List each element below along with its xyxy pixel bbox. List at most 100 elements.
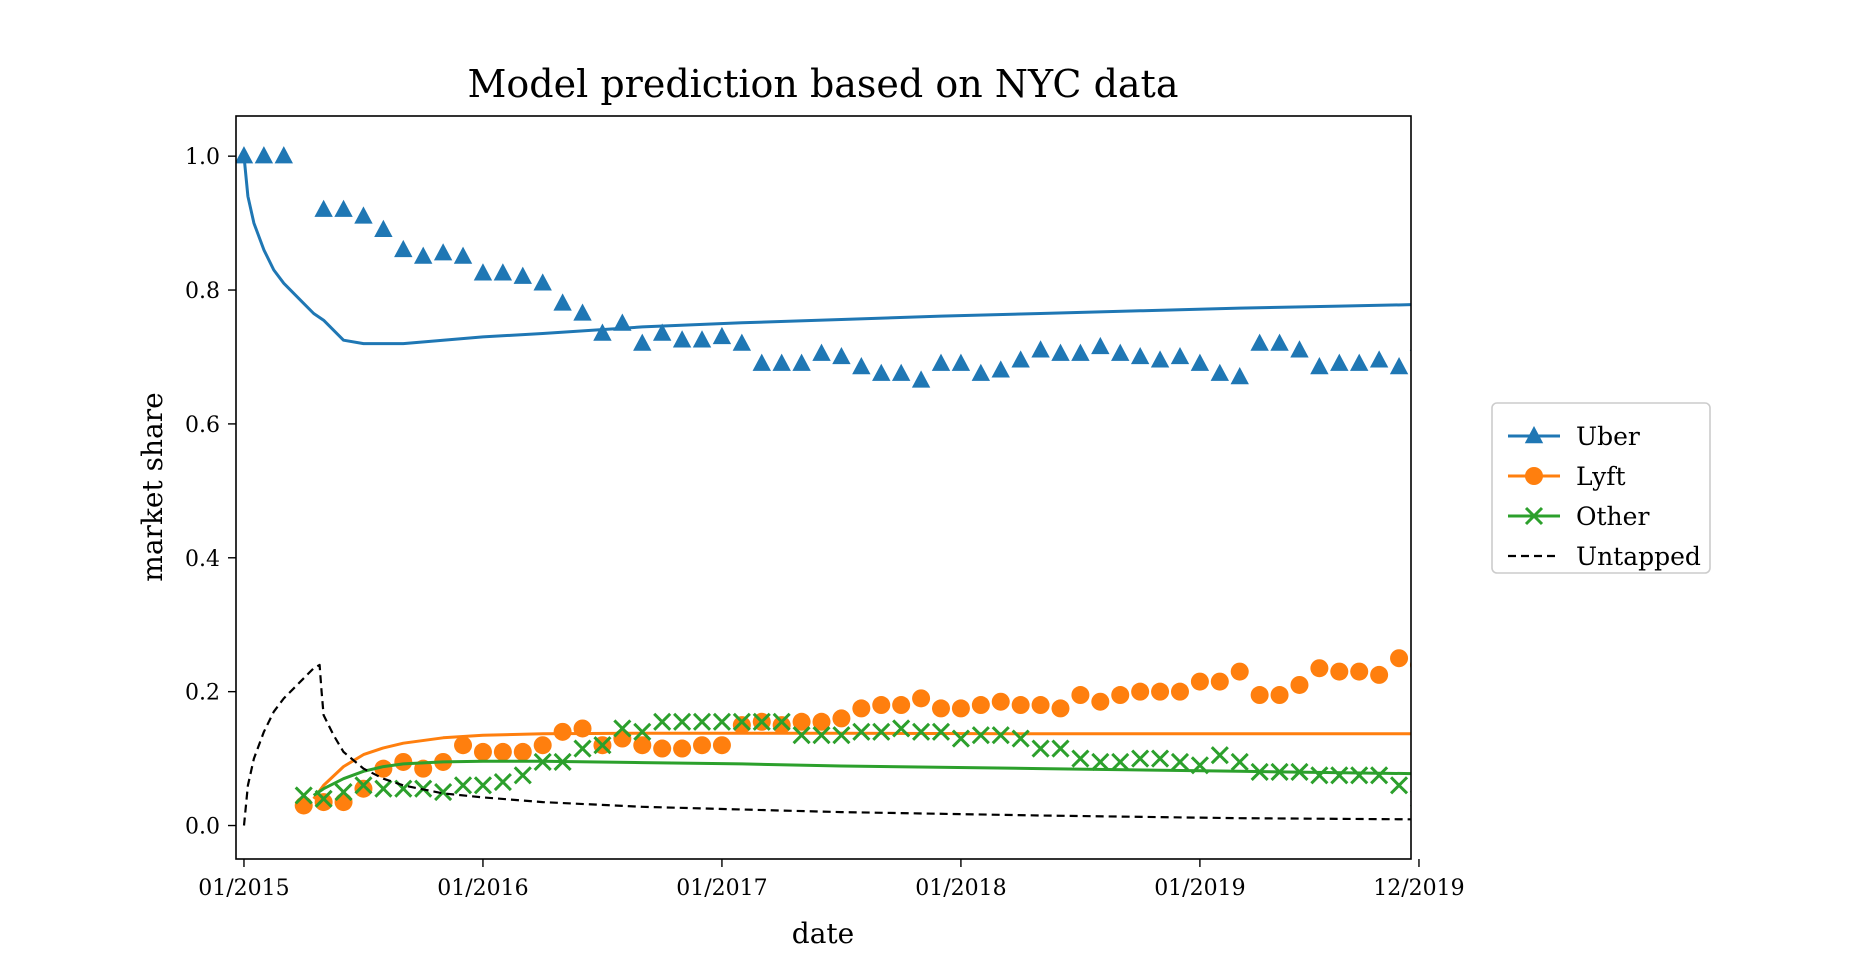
y-tick-label: 0.6 [185,413,220,438]
series-other-point [792,726,811,745]
series-other-point [573,739,592,758]
series-other-point [1310,766,1329,785]
series-lyft-model-line [312,731,1411,800]
series-uber-point [971,363,991,381]
y-tick-label: 0.4 [185,547,220,572]
plot-area [236,146,1411,826]
series-lyft-point [573,719,592,738]
series-other-point [1290,762,1309,782]
y-tick-label: 1.0 [185,145,220,170]
series-other-point [1051,739,1070,758]
chart-title: Model prediction based on NYC data [468,62,1179,106]
series-lyft-point [1151,682,1170,701]
series-lyft-point [1190,672,1209,691]
series-lyft-point [633,736,652,755]
series-other-point [1350,766,1369,785]
series-uber-point [752,353,771,371]
series-uber-point [931,353,951,371]
series-other-point [1210,746,1229,765]
series-uber-point [533,273,552,291]
series-other-point [493,772,512,792]
series-uber-point [1290,340,1309,358]
series-lyft-point [334,793,353,812]
legend-item-untapped: Untapped [1508,542,1701,571]
series-uber-point [1310,357,1329,375]
series-other-point [832,726,851,745]
series-other-point [1071,749,1090,768]
series-uber-point [692,330,712,348]
series-uber-point [672,330,692,348]
series-other-point [1230,752,1249,772]
series-uber-point [453,246,473,264]
series-uber-point [1409,348,1411,351]
series-uber-point [314,199,333,217]
series-uber-point [1011,350,1030,368]
series-other-point [1091,752,1110,772]
y-tick-label: 0.2 [185,681,220,706]
series-uber-point [513,266,532,284]
series-uber-point [473,263,493,281]
series-lyft [294,649,1411,815]
series-untapped [242,663,1411,826]
series-lyft-point [673,739,692,758]
legend-item-lyft: Lyft [1508,462,1626,491]
series-lyft-point [1131,682,1150,701]
series-other-point [1170,752,1190,772]
series-uber-point [951,353,971,371]
series-uber-point [613,313,632,331]
series-lyft-point [951,699,970,718]
series-other-point [852,722,871,741]
series-lyft-point [712,736,731,755]
series-lyft-point [1071,686,1090,705]
series-lyft-point [1370,665,1389,684]
series-lyft-point [812,712,831,731]
legend-item-uber: Uber [1508,422,1640,451]
series-other-point [1190,756,1209,775]
series-other-point [653,712,672,731]
series-other-point [294,786,313,805]
series-uber-point [1350,353,1369,371]
series-other-point [473,776,493,795]
series-uber-point [493,263,513,281]
y-axis-title: market share [136,392,169,581]
series-lyft-point [872,696,891,715]
series-other-point [752,712,771,731]
series-uber-point [911,370,931,388]
series-uber-point [573,303,592,321]
series-lyft-point [912,689,931,708]
series-lyft-point [1111,686,1130,705]
series-lyft-point [792,712,811,731]
series-other-point [812,726,831,745]
y-axis: 0.0 0.2 0.4 0.6 0.8 1.0 [185,145,236,840]
legend-marker-uber [1524,426,1544,444]
series-lyft-point [932,699,950,718]
series-uber-point [772,353,791,371]
series-uber-point [1330,353,1349,371]
series-other-point [513,766,532,785]
series-other-point [1131,749,1150,768]
series-uber-point [792,353,811,371]
series-other-point [334,783,353,802]
series-lyft-point [832,709,851,728]
series-uber-point [1250,333,1269,351]
series-lyft-point [772,716,791,735]
series-other-point [1270,762,1289,782]
y-tick-label: 0.0 [185,815,220,840]
series-other-point [553,752,572,772]
series-other-model-line [312,759,1411,797]
series-uber-point [414,246,433,264]
series-lyft-point [693,736,712,755]
series-lyft-point [493,742,512,761]
series-uber-point [1270,333,1289,351]
series-lyft-point [653,739,672,758]
series-other-point [633,722,652,741]
x-axis-title: date [792,917,854,950]
series-lyft-point [1210,672,1229,691]
series-other-point [453,776,473,795]
series-other-point [673,712,692,731]
series-other-point [912,722,931,741]
legend-item-other: Other [1508,502,1649,531]
series-lyft-point [613,729,632,748]
series-lyft-point [1011,696,1030,715]
